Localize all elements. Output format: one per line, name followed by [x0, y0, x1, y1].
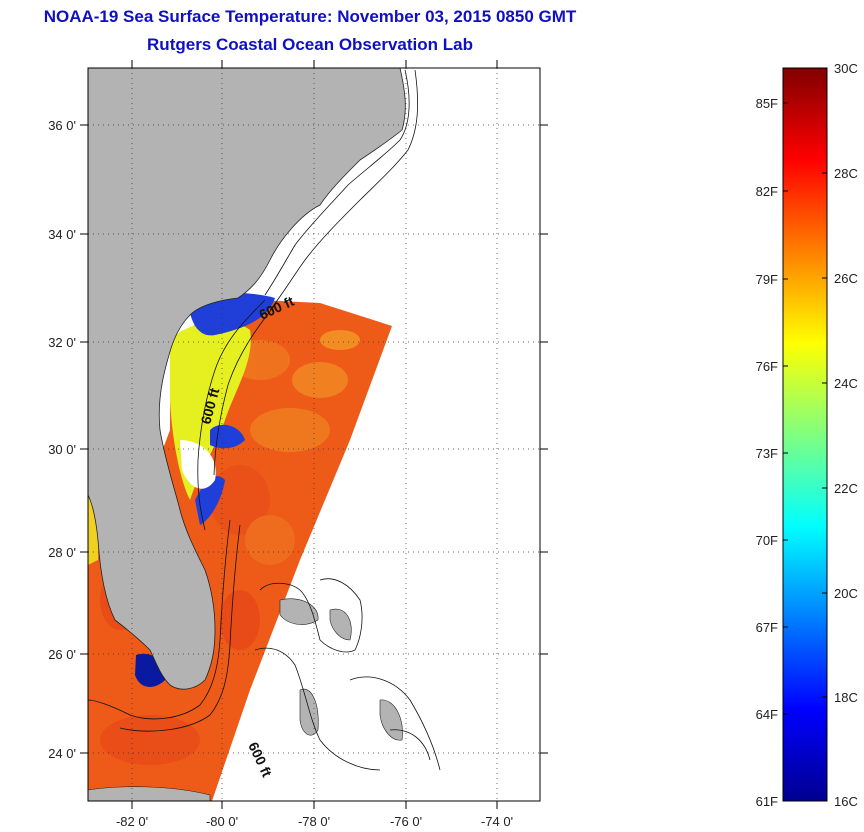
lat-label-28: 28 0' [48, 545, 76, 560]
lat-label-36: 36 0' [48, 118, 76, 133]
cbar-c-26: 26C [834, 271, 858, 286]
cbar-f-79: 79F [756, 272, 778, 287]
sst-swath-texture [100, 330, 360, 765]
cbar-f-85: 85F [756, 96, 778, 111]
lon-label-74: -74 0' [481, 814, 513, 829]
page-subtitle: Rutgers Coastal Ocean Observation Lab [147, 35, 473, 54]
land-cuba [88, 786, 211, 801]
cbar-c-18: 18C [834, 690, 858, 705]
lon-label-82: -82 0' [116, 814, 148, 829]
cbar-f-64: 64F [756, 707, 778, 722]
cbar-f-82: 82F [756, 184, 778, 199]
cbar-f-73: 73F [756, 446, 778, 461]
land-us-east-coast [88, 68, 406, 690]
colorbar [782, 67, 828, 802]
lat-label-26: 26 0' [48, 647, 76, 662]
cbar-c-16: 16C [834, 794, 858, 809]
cbar-f-70: 70F [756, 533, 778, 548]
cbar-f-67: 67F [756, 620, 778, 635]
lon-label-78: -78 0' [298, 814, 330, 829]
cbar-f-76: 76F [756, 359, 778, 374]
lat-label-30: 30 0' [48, 442, 76, 457]
cbar-c-24: 24C [834, 376, 858, 391]
colorbar-ticks [783, 102, 827, 715]
cbar-f-61: 61F [756, 794, 778, 809]
lat-label-32: 32 0' [48, 335, 76, 350]
page-title: NOAA-19 Sea Surface Temperature: Novembe… [43, 7, 577, 26]
map-ticks [80, 60, 548, 809]
lat-label-34: 34 0' [48, 227, 76, 242]
lat-label-24: 24 0' [48, 746, 76, 761]
cbar-c-22: 22C [834, 481, 858, 496]
cbar-c-30: 30C [834, 61, 858, 76]
lon-label-76: -76 0' [390, 814, 422, 829]
map-grid [88, 68, 540, 801]
lon-label-80: -80 0' [206, 814, 238, 829]
cbar-c-28: 28C [834, 166, 858, 181]
bathymetry-contours [88, 69, 441, 771]
cbar-c-20: 20C [834, 586, 858, 601]
